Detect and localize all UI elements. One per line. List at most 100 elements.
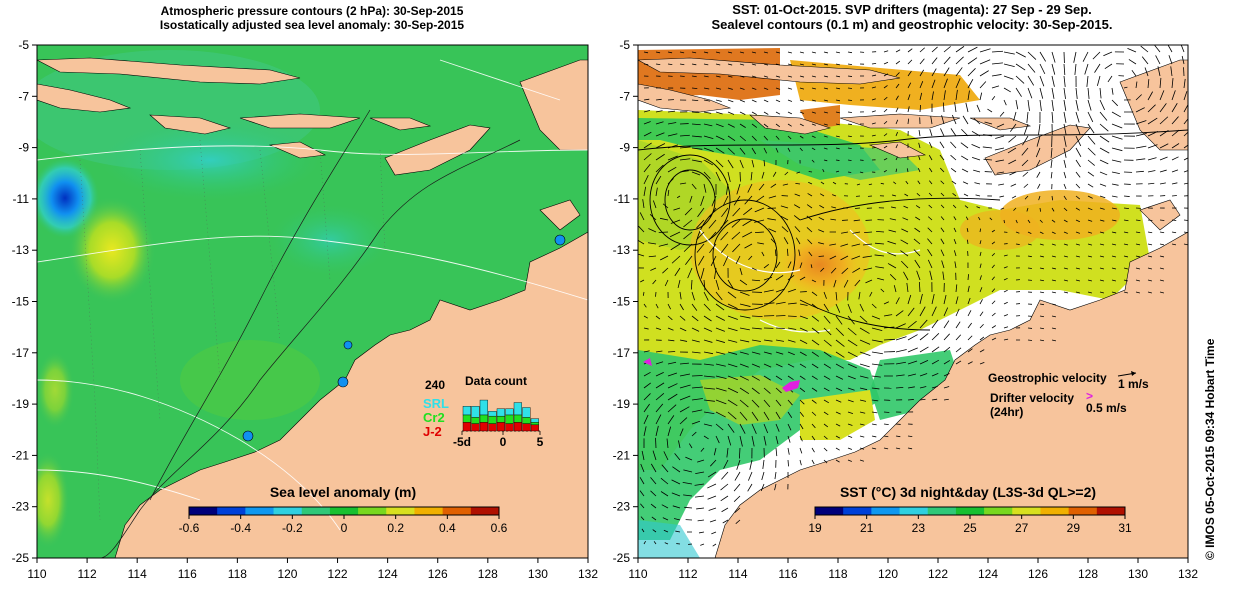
velocity-vector [756, 195, 765, 202]
velocity-vector [707, 471, 717, 478]
velocity-vector [1159, 156, 1168, 161]
velocity-vector [763, 51, 769, 54]
velocity-vector [853, 219, 861, 222]
velocity-vector [763, 276, 773, 281]
velocity-vector [1063, 63, 1066, 75]
velocity-vector [1123, 291, 1129, 294]
velocity-vector [883, 447, 889, 450]
velocity-vector [775, 387, 782, 394]
velocity-vector [823, 123, 828, 126]
velocity-vector [1039, 243, 1044, 246]
velocity-vector [840, 243, 849, 247]
velocity-vector [787, 339, 796, 343]
velocity-vector [691, 87, 698, 90]
velocity-vector [1135, 279, 1141, 282]
velocity-vector [919, 306, 926, 317]
velocity-vector [643, 110, 651, 113]
velocity-vector [679, 362, 689, 365]
velocity-vector [811, 327, 820, 334]
velocity-vector [953, 216, 957, 221]
velocity-vector [979, 240, 982, 245]
velocity-vector [1135, 219, 1141, 221]
velocity-vector [783, 237, 789, 245]
velocity-vector [1123, 86, 1128, 89]
left-colorbar-tick-label: 0.4 [439, 521, 456, 535]
velocity-vector [1075, 207, 1081, 211]
velocity-vector [727, 147, 735, 155]
velocity-vector [787, 288, 797, 293]
velocity-vector [917, 168, 921, 173]
velocity-vector [919, 333, 929, 341]
data-count-bar-segment [530, 418, 539, 423]
velocity-vector [971, 130, 981, 137]
velocity-vector [931, 385, 938, 389]
velocity-vector [989, 217, 993, 221]
velocity-vector [868, 183, 873, 186]
velocity-vector [659, 255, 669, 261]
velocity-vector [1171, 129, 1180, 137]
velocity-vector [751, 51, 757, 54]
velocity-vector [1075, 279, 1081, 282]
velocity-vector [775, 351, 784, 355]
velocity-vector [895, 72, 900, 77]
velocity-vector [655, 153, 665, 161]
velocity-vector [697, 207, 705, 218]
velocity-vector [1147, 170, 1156, 173]
left-colorbar-tick-label: -0.2 [282, 521, 303, 535]
velocity-vector [835, 327, 844, 336]
velocity-vector [1183, 78, 1186, 89]
velocity-vector [967, 322, 973, 329]
velocity-vector [1007, 147, 1017, 154]
velocity-vector [955, 334, 962, 341]
right-x-tick-label: 112 [678, 567, 697, 581]
velocity-vector [794, 193, 801, 197]
velocity-vector [751, 279, 761, 282]
velocity-vector [943, 67, 950, 77]
velocity-vector [983, 134, 993, 137]
velocity-vector [995, 159, 1005, 162]
velocity-vector [950, 154, 957, 161]
velocity-vector [1111, 291, 1117, 294]
velocity-vector [906, 282, 909, 293]
velocity-vector [927, 216, 933, 221]
velocity-vector [895, 156, 898, 161]
velocity-vector [643, 121, 651, 125]
velocity-vector [965, 102, 969, 113]
velocity-vector [775, 339, 785, 342]
velocity-vector [865, 279, 873, 284]
right-y-tick-label: -5 [619, 38, 630, 52]
velocity-vector [739, 375, 749, 381]
velocity-vector [943, 90, 946, 101]
velocity-vector [739, 363, 749, 368]
velocity-vector [739, 87, 745, 90]
velocity-vector [660, 477, 669, 485]
velocity-vector [1123, 231, 1129, 234]
velocity-vector [1087, 279, 1093, 282]
velocity-vector [750, 171, 753, 181]
velocity-vector [703, 183, 707, 193]
velocity-vector [703, 291, 709, 301]
velocity-vector [683, 494, 693, 497]
velocity-vector [667, 303, 671, 310]
velocity-vector [1159, 169, 1167, 173]
velocity-vector [1027, 87, 1033, 99]
velocity-vector [943, 294, 947, 305]
velocity-vector [877, 277, 885, 281]
velocity-vector [1039, 63, 1046, 75]
velocity-vector [847, 459, 852, 462]
velocity-vector [643, 163, 651, 173]
data-count-legend-cr2: Cr2 [423, 410, 445, 425]
velocity-vector [1013, 111, 1017, 121]
velocity-vector [1153, 45, 1161, 53]
right-x-tick-label: 126 [1028, 567, 1048, 581]
velocity-vector [715, 351, 726, 355]
velocity-vector [835, 339, 845, 347]
velocity-vector [676, 195, 681, 199]
dotted-contours [79, 139, 386, 521]
velocity-vector [667, 144, 679, 149]
velocity-vector [847, 315, 855, 325]
velocity-vector [1039, 207, 1041, 212]
velocity-vector [1075, 159, 1081, 168]
velocity-vector [1003, 75, 1014, 80]
velocity-vector [919, 386, 927, 389]
